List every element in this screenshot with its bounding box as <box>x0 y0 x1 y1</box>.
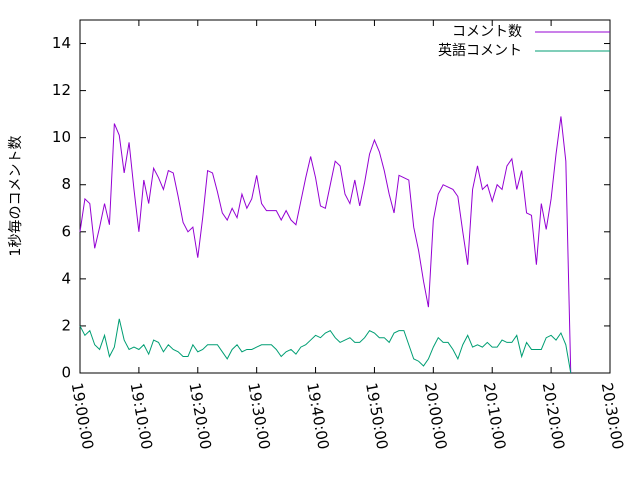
y-tick-label: 14 <box>52 34 71 52</box>
plot-frame <box>79 19 611 374</box>
y-tick-label: 0 <box>61 364 71 382</box>
y-tick-label: 4 <box>61 269 71 287</box>
y-tick-label: 8 <box>61 175 71 193</box>
y-tick-label: 12 <box>52 81 71 99</box>
legend-label: コメント数 <box>452 24 522 40</box>
y-tick-label: 2 <box>61 316 71 334</box>
series-line <box>79 318 572 374</box>
y-tick-label: 6 <box>61 222 71 240</box>
series-line <box>79 116 572 374</box>
y-tick-label: 10 <box>52 128 71 146</box>
legend-label: 英語コメント <box>438 42 522 59</box>
y-axis-label: 1秒毎のコメント数 <box>8 136 24 257</box>
